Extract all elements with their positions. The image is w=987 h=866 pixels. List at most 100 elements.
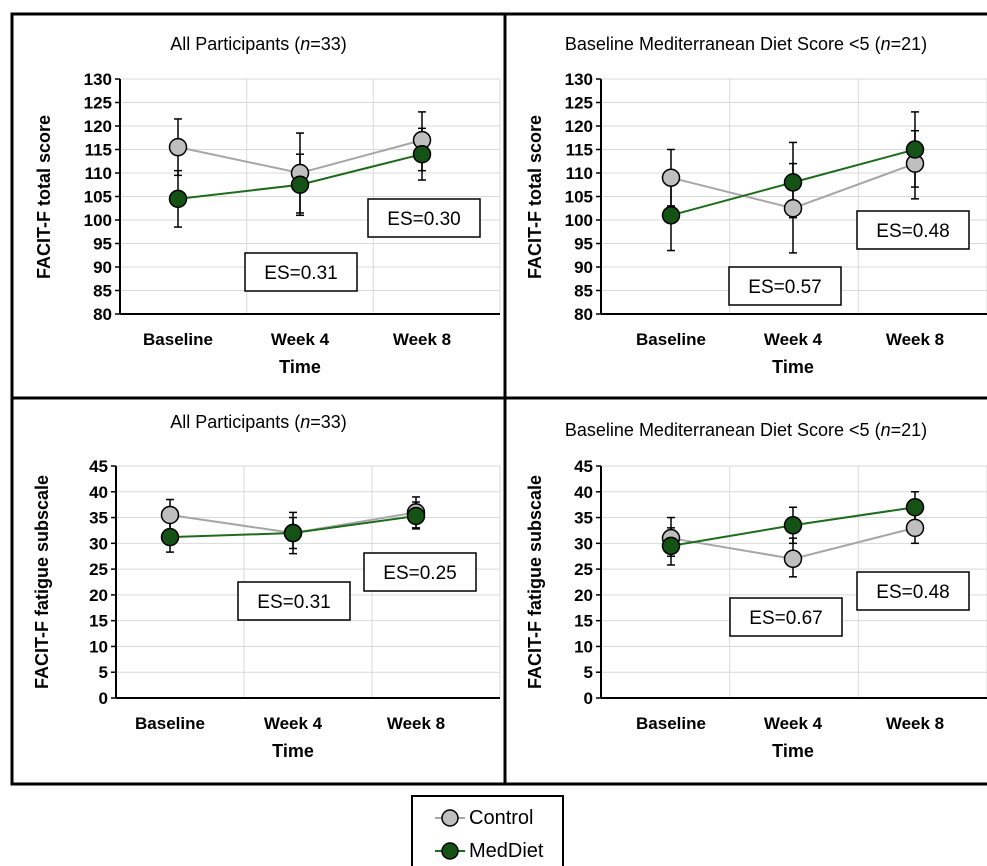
x-tick-label: Week 8 — [886, 714, 944, 733]
x-tick-label: Week 8 — [393, 330, 451, 349]
panel-title: All Participants (n=33) — [170, 412, 347, 432]
legend-label-meddiet: MedDiet — [469, 839, 544, 862]
y-tick-label: 35 — [89, 509, 108, 528]
y-tick-label: 5 — [99, 663, 108, 682]
y-tick-label: 110 — [85, 164, 112, 183]
chart-legend: Control MedDiet — [411, 795, 564, 866]
x-tick-label: Baseline — [135, 714, 205, 733]
panel-title: All Participants (n=33) — [170, 34, 347, 54]
y-tick-label: 125 — [84, 94, 112, 113]
data-point-meddiet — [412, 144, 432, 164]
y-tick-label: 25 — [574, 560, 593, 579]
data-point-meddiet — [406, 506, 426, 526]
y-tick-label: 10 — [574, 637, 593, 656]
y-tick-label: 5 — [584, 663, 593, 682]
y-tick-label: 130 — [565, 70, 593, 89]
y-tick-label: 20 — [574, 586, 593, 605]
chart-panel-total-low-mds: Baseline Mediterranean Diet Score <5 (n=… — [505, 14, 987, 398]
legend-item-meddiet: MedDiet — [433, 836, 543, 866]
y-tick-label: 80 — [93, 305, 112, 324]
data-point-control — [783, 199, 803, 218]
chart-panel-fatigue-all: All Participants (n=33) 0 5 10 15 20 25 30 35 40… — [12, 398, 505, 784]
chart-svg: 0 5 10 15 20 25 30 35 40 45 Baseline Week 4 Week 8 Ti… — [32, 457, 501, 761]
y-tick-label: 30 — [89, 534, 108, 553]
effect-size-label: ES=0.57 — [748, 277, 821, 298]
panel-title: Baseline Mediterranean Diet Score <5 (n=… — [564, 420, 928, 440]
effect-size-box — [237, 581, 351, 621]
y-tick-label: 15 — [89, 612, 108, 631]
y-tick-label: 20 — [89, 586, 108, 605]
x-tick-label: Week 4 — [764, 330, 823, 349]
effect-size-label: ES=0.31 — [257, 592, 330, 613]
x-axis-title: Time — [772, 741, 814, 761]
y-tick-label: 10 — [89, 637, 108, 656]
y-tick-label: 15 — [574, 612, 593, 631]
data-point-control — [168, 137, 188, 157]
effect-size-box — [729, 597, 843, 637]
chart-svg: 80 85 90 95 100 105 110 115 120 125 130 Baseline Wee… — [525, 70, 987, 377]
data-point-meddiet — [160, 527, 180, 547]
x-tick-label: Baseline — [636, 714, 706, 733]
y-tick-label: 80 — [574, 305, 593, 324]
data-point-meddiet — [661, 206, 681, 225]
y-axis-title: FACIT-F fatigue subscale — [32, 475, 52, 689]
x-axis-title: Time — [772, 357, 814, 377]
y-tick-label: 125 — [565, 94, 593, 113]
chart-panel-fatigue-low-mds: Baseline Mediterranean Diet Score <5 (n=… — [505, 398, 987, 784]
y-tick-label: 95 — [574, 235, 593, 254]
y-tick-label: 85 — [93, 282, 112, 301]
x-tick-label: Baseline — [143, 330, 213, 349]
y-tick-label: 85 — [574, 282, 593, 301]
y-tick-label: 105 — [84, 188, 112, 207]
legend-marker-meddiet — [435, 842, 465, 860]
data-point-control — [905, 518, 925, 538]
chart-panel-total-all: All Participants (n=33) 80 85 90 95 100 105 11… — [12, 14, 505, 398]
data-point-meddiet — [290, 175, 310, 194]
y-axis-title: FACIT-F fatigue subscale — [525, 475, 545, 689]
effect-size-box — [244, 252, 358, 292]
y-tick-label: 25 — [89, 560, 108, 579]
y-tick-label: 100 — [565, 211, 593, 230]
y-tick-label: 120 — [84, 117, 112, 136]
data-point-control — [160, 505, 180, 525]
y-tick-label: 45 — [574, 457, 593, 476]
chart-svg: 0 5 10 15 20 25 30 35 40 45 Baseline Week 4 Week 8 Ti… — [525, 457, 987, 761]
y-tick-label: 95 — [93, 235, 112, 254]
effect-size-label: ES=0.67 — [749, 608, 822, 629]
legend-marker-control — [435, 809, 465, 827]
x-axis-title: Time — [272, 741, 314, 761]
y-tick-label: 120 — [565, 117, 593, 136]
y-tick-label: 0 — [584, 689, 593, 708]
y-tick-label: 0 — [99, 689, 108, 708]
effect-size-label: ES=0.48 — [876, 221, 949, 242]
x-tick-label: Week 8 — [886, 330, 944, 349]
effect-size-box — [728, 266, 842, 306]
y-tick-label: 40 — [89, 483, 108, 502]
effect-size-box — [367, 198, 481, 238]
y-tick-label: 90 — [574, 258, 593, 277]
y-tick-label: 45 — [89, 457, 108, 476]
data-point-control — [783, 549, 803, 569]
y-axis-title: FACIT-F total score — [525, 115, 545, 279]
y-tick-label: 90 — [93, 258, 112, 277]
y-tick-label: 115 — [85, 141, 112, 160]
effect-size-label: ES=0.30 — [387, 209, 460, 230]
y-tick-label: 35 — [574, 509, 593, 528]
effect-size-box — [856, 210, 970, 250]
y-tick-label: 130 — [84, 70, 112, 89]
y-tick-label: 30 — [574, 534, 593, 553]
legend-label-control: Control — [469, 806, 534, 829]
y-axis-title: FACIT-F total score — [34, 115, 54, 279]
data-point-meddiet — [905, 497, 925, 517]
y-tick-label: 40 — [574, 483, 593, 502]
data-point-control — [661, 168, 681, 187]
data-point-meddiet — [783, 516, 803, 535]
effect-size-box — [856, 571, 970, 611]
legend-item-control: Control — [433, 803, 533, 833]
panel-title: Baseline Mediterranean Diet Score <5 (n=… — [564, 34, 928, 54]
x-tick-label: Week 4 — [764, 714, 823, 733]
y-tick-label: 115 — [566, 141, 593, 160]
effect-size-label: ES=0.25 — [383, 563, 456, 584]
x-axis-title: Time — [279, 357, 321, 377]
y-tick-label: 110 — [566, 164, 593, 183]
